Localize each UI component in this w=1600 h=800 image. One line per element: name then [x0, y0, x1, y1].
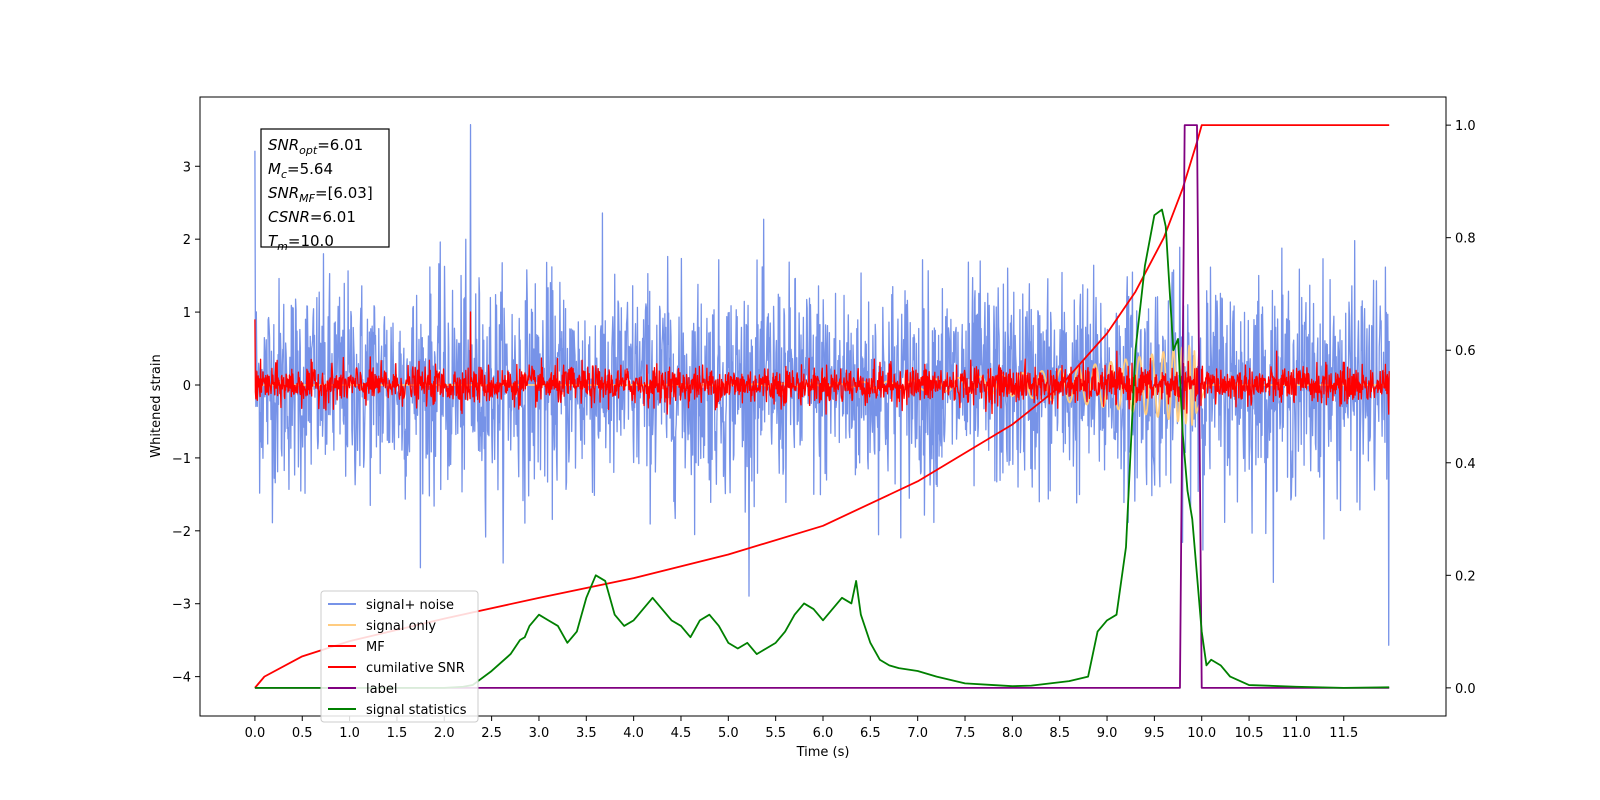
legend-label: signal+ noise: [366, 598, 454, 613]
x-tick-label: 10.0: [1187, 726, 1216, 741]
y2-tick-label: 0.2: [1455, 569, 1476, 584]
stats-annotation: SNRopt=6.01 Mc=5.64 SNRMF=[6.03] CSNR=6.01 T…: [260, 128, 390, 253]
x-tick-label: 2.5: [481, 726, 502, 741]
x-tick-label: 6.5: [860, 726, 881, 741]
legend-label: signal only: [366, 619, 436, 634]
x-tick-label: 8.5: [1049, 726, 1070, 741]
x-tick-label: 8.0: [1002, 726, 1023, 741]
x-tick-label: 11.0: [1282, 726, 1311, 741]
y2-tick-label: 1.0: [1455, 119, 1476, 134]
y-axis-label: Whitened strain: [149, 354, 164, 457]
y-tick-label: 1: [183, 306, 191, 321]
x-tick-label: 7.0: [907, 726, 928, 741]
legend-label: signal statistics: [366, 703, 467, 718]
legend: signal+ noise signal only MF cumilative SNR…: [320, 590, 479, 723]
x-tick-label: 3.5: [576, 726, 597, 741]
series-line-mf: [254, 311, 1390, 415]
y-tick-label: 3: [183, 160, 191, 175]
y-tick-label: −3: [172, 598, 191, 613]
x-tick-label: 5.5: [765, 726, 786, 741]
x-axis-label: Time (s): [796, 745, 850, 760]
y-tick-label: −4: [172, 671, 191, 686]
x-tick-label: 5.0: [718, 726, 739, 741]
x-tick-label: 3.0: [529, 726, 550, 741]
x-tick-label: 2.0: [434, 726, 455, 741]
x-tick-label: 6.0: [813, 726, 834, 741]
x-tick-label: 4.0: [623, 726, 644, 741]
y-tick-label: −2: [172, 525, 191, 540]
y-tick-label: −1: [172, 452, 191, 467]
y2-tick-label: 0.4: [1455, 457, 1476, 472]
legend-label: MF: [366, 640, 385, 655]
x-tick-label: 7.5: [955, 726, 976, 741]
x-tick-label: 1.0: [339, 726, 360, 741]
series-line-label: [254, 124, 1390, 689]
y-tick-label: 0: [183, 379, 191, 394]
y-tick-label: 2: [183, 233, 191, 248]
annotation-line: CSNR=6.01: [268, 208, 356, 226]
x-tick-label: 4.5: [671, 726, 692, 741]
annotation-line: SNRMF=[6.03]: [268, 184, 373, 205]
x-tick-label: 11.5: [1329, 726, 1358, 741]
x-tick-label: 1.5: [387, 726, 408, 741]
y2-tick-label: 0.6: [1455, 344, 1476, 359]
x-tick-label: 9.5: [1144, 726, 1165, 741]
x-tick-label: 9.0: [1097, 726, 1118, 741]
legend-label: cumilative SNR: [366, 661, 465, 676]
series-line-signal-statistics: [254, 208, 1390, 689]
y2-tick-label: 0.8: [1455, 232, 1476, 247]
legend-box: [320, 590, 479, 723]
legend-label: label: [366, 682, 397, 697]
annotation-box: [260, 128, 390, 248]
x-tick-label: 10.5: [1235, 726, 1264, 741]
annotation-line: SNRopt=6.01: [268, 136, 363, 157]
axis-ticks: 0.0 0.5 1.0 1.5 2.0 2.5 3.0 3.5 4.0 4.5 5.0 5.5 6.0 6…: [172, 119, 1476, 741]
annotation-line: Mc=5.64: [268, 160, 333, 181]
annotation-line: Tm=10.0: [268, 232, 334, 253]
x-tick-label: 0.0: [245, 726, 266, 741]
x-tick-label: 0.5: [292, 726, 313, 741]
y2-tick-label: 0.0: [1455, 682, 1476, 697]
